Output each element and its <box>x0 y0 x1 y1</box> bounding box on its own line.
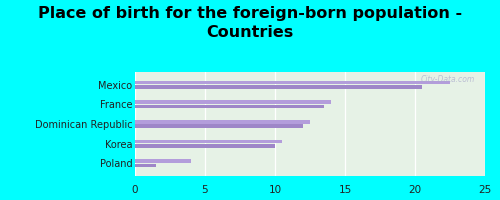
Bar <box>135 100 331 104</box>
Bar <box>135 81 450 84</box>
Bar <box>135 140 282 143</box>
Bar <box>135 85 422 89</box>
Text: City-Data.com: City-Data.com <box>420 75 474 84</box>
Bar <box>135 105 324 108</box>
Bar <box>135 159 191 163</box>
Bar <box>135 164 156 167</box>
Bar <box>135 144 275 148</box>
Bar <box>135 120 310 124</box>
Text: Place of birth for the foreign-born population -
Countries: Place of birth for the foreign-born popu… <box>38 6 462 40</box>
Bar <box>135 124 303 128</box>
